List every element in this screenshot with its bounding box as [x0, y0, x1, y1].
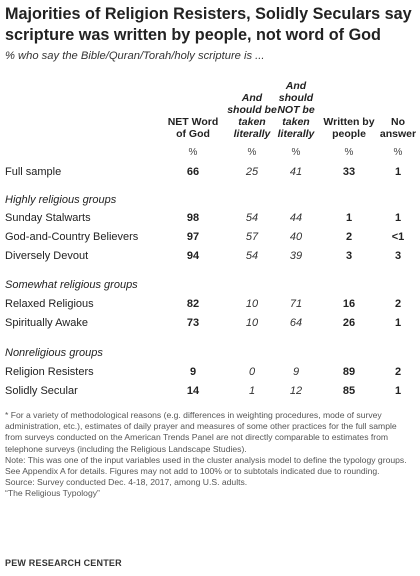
table-cell: 10 — [245, 298, 259, 310]
column-header-line: NET Word — [167, 116, 219, 128]
table-cell: 98 — [186, 212, 200, 224]
unit-label: % — [291, 147, 301, 158]
row-label: Solidly Secular — [5, 385, 78, 397]
column-header-line: should be — [227, 104, 277, 116]
table-cell: 3 — [394, 250, 402, 262]
table-cell: 71 — [289, 298, 303, 310]
row-label: God-and-Country Believers — [5, 231, 139, 243]
table-cell: 0 — [248, 366, 256, 378]
column-header-line: And — [241, 92, 263, 104]
row-label: Spiritually Awake — [5, 317, 88, 329]
table-cell: 1 — [248, 385, 256, 397]
table-cell: 9 — [189, 366, 197, 378]
column-header-line: literally — [277, 128, 315, 140]
table-cell: 25 — [245, 166, 259, 178]
table-cell: <1 — [391, 231, 405, 243]
column-header-line: taken — [238, 116, 266, 128]
column-header-line: people — [332, 128, 366, 140]
note: Note: This was one of the input variable… — [5, 454, 407, 477]
footnote: * For a variety of methodological reason… — [5, 410, 397, 454]
table-cell: 2 — [394, 366, 402, 378]
unit-label: % — [344, 147, 354, 158]
unit-label: % — [188, 147, 198, 158]
column-header-line: NOT be — [277, 104, 315, 116]
table-row: Relaxed Religious 82 10 71 16 2 — [0, 296, 420, 314]
table-cell: 3 — [345, 250, 353, 262]
table-cell: 14 — [186, 385, 200, 397]
table-cell: 73 — [186, 317, 200, 329]
column-header-line: should — [278, 92, 314, 104]
table-cell: 1 — [394, 317, 402, 329]
table-cell: 85 — [342, 385, 356, 397]
table-cell: 33 — [342, 166, 356, 178]
unit-label: % — [247, 147, 257, 158]
column-header-line: taken — [282, 116, 310, 128]
table-row: Spiritually Awake 73 10 64 26 1 — [0, 315, 420, 333]
table-cell: 54 — [245, 212, 259, 224]
column-header-3: And should NOT be taken literally — [271, 80, 321, 140]
table-cell: 1 — [394, 385, 402, 397]
row-label: Full sample — [5, 166, 62, 178]
table-row: Sunday Stalwarts 98 54 44 1 1 — [0, 210, 420, 228]
table-cell: 26 — [342, 317, 356, 329]
table-cell: 40 — [289, 231, 303, 243]
table-cell: 2 — [394, 298, 402, 310]
table-cell: 82 — [186, 298, 200, 310]
table-cell: 1 — [394, 166, 402, 178]
column-header-line: No — [391, 116, 405, 128]
table-row: Full sample 66 25 41 33 1 — [0, 164, 420, 182]
table-row: Solidly Secular 14 1 12 85 1 — [0, 383, 420, 401]
table-cell: 39 — [289, 250, 303, 262]
table-row: God-and-Country Believers 97 57 40 2 <1 — [0, 229, 420, 247]
table-row: Religion Resisters 9 0 9 89 2 — [0, 364, 420, 382]
column-header-2: And should be taken literally — [227, 92, 277, 140]
table-cell: 57 — [245, 231, 259, 243]
table-cell: 2 — [345, 231, 353, 243]
table-cell: 97 — [186, 231, 200, 243]
column-header-1: NET Word of God — [163, 116, 223, 140]
table-cell: 1 — [345, 212, 353, 224]
row-label: Diversely Devout — [5, 250, 89, 262]
table-cell: 89 — [342, 366, 356, 378]
group-heading: Nonreligious groups — [5, 347, 103, 359]
table-cell: 16 — [342, 298, 356, 310]
table-cell: 9 — [292, 366, 300, 378]
notes-block: * For a variety of methodological reason… — [5, 410, 415, 500]
table-cell: 64 — [289, 317, 303, 329]
column-header-line: Written by — [323, 116, 375, 128]
table-cell: 41 — [289, 166, 303, 178]
row-label: Religion Resisters — [5, 366, 94, 378]
column-header-line: literally — [233, 128, 271, 140]
table-cell: 66 — [186, 166, 200, 178]
table-cell: 10 — [245, 317, 259, 329]
table-row: Diversely Devout 94 54 39 3 3 — [0, 248, 420, 266]
group-heading: Somewhat religious groups — [5, 279, 138, 291]
column-header-4: Written by people — [320, 116, 378, 140]
row-label: Relaxed Religious — [5, 298, 94, 310]
column-header-line: of God — [176, 128, 210, 140]
group-heading: Highly religious groups — [5, 194, 117, 206]
pew-logo: PEW RESEARCH CENTER — [5, 558, 122, 568]
chart-title: Majorities of Religion Resisters, Solidl… — [5, 5, 412, 44]
table-cell: 1 — [394, 212, 402, 224]
source: Source: Survey conducted Dec. 4-18, 2017… — [5, 477, 248, 488]
row-label: Sunday Stalwarts — [5, 212, 91, 224]
table-cell: 44 — [289, 212, 303, 224]
table-cell: 94 — [186, 250, 200, 262]
column-header-5: No answer — [378, 116, 418, 140]
unit-label: % — [393, 147, 403, 158]
column-header-line: answer — [379, 128, 417, 140]
chart-subtitle: % who say the Bible/Quran/Torah/holy scr… — [5, 50, 265, 62]
report-name: “The Religious Typology” — [5, 488, 100, 499]
table-cell: 12 — [289, 385, 303, 397]
table-cell: 54 — [245, 250, 259, 262]
column-header-line: And — [285, 80, 307, 92]
